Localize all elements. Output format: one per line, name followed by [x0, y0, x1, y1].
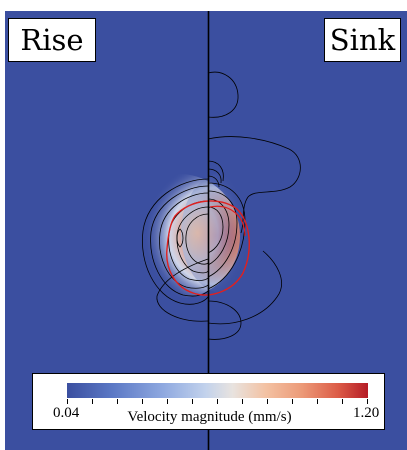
colorbar-tick	[167, 399, 168, 404]
colorbar-max-label: 1.20	[353, 405, 380, 421]
colorbar-tick	[217, 399, 218, 404]
interface-outline-inner	[209, 205, 246, 237]
colorbar-tick	[67, 399, 68, 404]
velocity-field-plot	[120, 11, 301, 450]
rise-label: Rise	[8, 18, 96, 62]
colorbar-tick	[117, 399, 118, 404]
sink-label: Sink	[324, 18, 401, 62]
colorbar-min-label: 0.04	[53, 405, 80, 421]
interface-outline	[166, 200, 250, 296]
colorbar-tick	[367, 399, 368, 404]
colorbar-gradient	[67, 383, 368, 398]
velocity-hotspot-right	[181, 173, 265, 293]
colorbar-tick	[267, 399, 268, 404]
colorbar-legend: 0.04 1.20 Velocity magnitude (mm/s)	[32, 373, 385, 430]
contour-lines-left	[141, 178, 209, 322]
colorbar-tick	[242, 399, 243, 404]
colorbar-tick	[192, 399, 193, 404]
contour-lines-right	[207, 71, 301, 340]
velocity-field-figure: Rise Sink 0.04 1.20 Velocity magnitude (…	[5, 11, 407, 450]
colorbar-title: Velocity magnitude (mm/s)	[127, 409, 292, 425]
colorbar-tick	[317, 399, 318, 404]
colorbar-tick	[92, 399, 93, 404]
colorbar-tick	[292, 399, 293, 404]
colorbar-tick	[142, 399, 143, 404]
colorbar-tick	[342, 399, 343, 404]
